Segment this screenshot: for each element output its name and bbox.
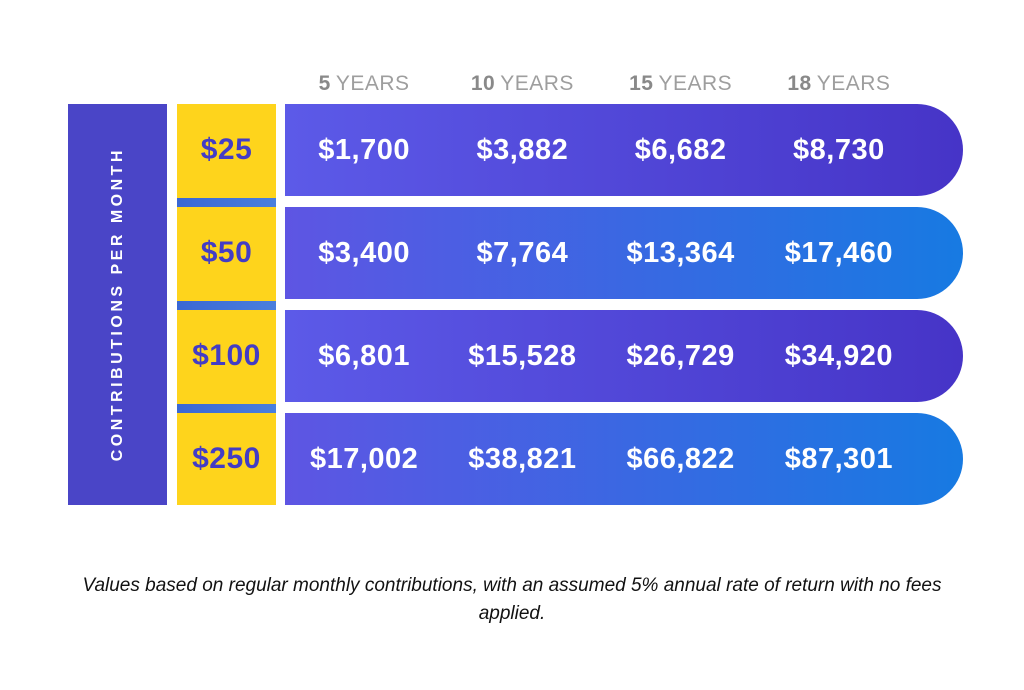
footnote: Values based on regular monthly contribu… xyxy=(82,575,942,624)
header-number: 18 xyxy=(787,72,812,95)
value-cell: $1,700 xyxy=(318,133,410,166)
value-cell: $38,821 xyxy=(468,442,577,475)
divider-strip xyxy=(177,301,276,310)
value-cell: $17,002 xyxy=(309,442,419,475)
value-bar-row-25: $1,700 $3,882 $6,682 $8,730 xyxy=(285,104,963,196)
contribution-label-100: $100 xyxy=(192,339,261,372)
value-cell: $13,364 xyxy=(626,236,735,269)
value-cell: $15,528 xyxy=(468,339,577,372)
header-unit: YEARS xyxy=(658,72,733,95)
column-header-5-years: 5 YEARS xyxy=(285,68,443,100)
header-unit: YEARS xyxy=(500,72,574,95)
header-unit: YEARS xyxy=(335,72,410,95)
column-headers: 5 YEARS 10 YEARS 15 YEARS 18 YEARS xyxy=(285,68,918,100)
value-bar-row-250: $17,002 $38,821 $66,822 $87,301 xyxy=(285,413,963,505)
contribution-label-25: $25 xyxy=(200,133,253,166)
contribution-column: $25 $50 $100 $250 xyxy=(177,104,276,505)
value-cell: $3,400 xyxy=(318,236,410,269)
value-cell: $6,682 xyxy=(634,133,727,166)
value-bar-row-50: $3,400 $7,764 $13,364 $17,460 xyxy=(285,207,963,299)
column-header-15-years: 15 YEARS xyxy=(602,68,760,100)
header-number: 15 xyxy=(629,72,654,95)
row-axis-label-bar: CONTRIBUTIONS PER MONTH xyxy=(68,104,167,505)
value-cell: $3,882 xyxy=(476,133,569,166)
value-cell: $66,822 xyxy=(626,442,735,475)
row-axis-label: CONTRIBUTIONS PER MONTH xyxy=(108,147,126,462)
column-header-18-years: 18 YEARS xyxy=(760,68,918,100)
divider-strip xyxy=(177,198,276,207)
value-bar-row-100: $6,801 $15,528 $26,729 $34,920 xyxy=(285,310,963,402)
value-cell: $34,920 xyxy=(784,339,894,372)
column-header-10-years: 10 YEARS xyxy=(443,68,601,100)
contribution-label-50: $50 xyxy=(200,236,253,269)
header-number: 10 xyxy=(470,72,496,95)
value-cell: $87,301 xyxy=(784,442,894,475)
divider-strip xyxy=(177,404,276,413)
value-cell: $6,801 xyxy=(318,339,410,372)
value-bars: $1,700 $3,882 $6,682 $8,730 $3,400 $7,76… xyxy=(285,104,963,516)
header-unit: YEARS xyxy=(816,72,891,95)
value-cell: $8,730 xyxy=(793,133,885,166)
value-cell: $17,460 xyxy=(784,236,894,269)
header-number: 5 xyxy=(318,72,331,95)
contribution-label-250: $250 xyxy=(192,442,261,475)
value-cell: $26,729 xyxy=(626,339,735,372)
value-cell: $7,764 xyxy=(476,236,569,269)
